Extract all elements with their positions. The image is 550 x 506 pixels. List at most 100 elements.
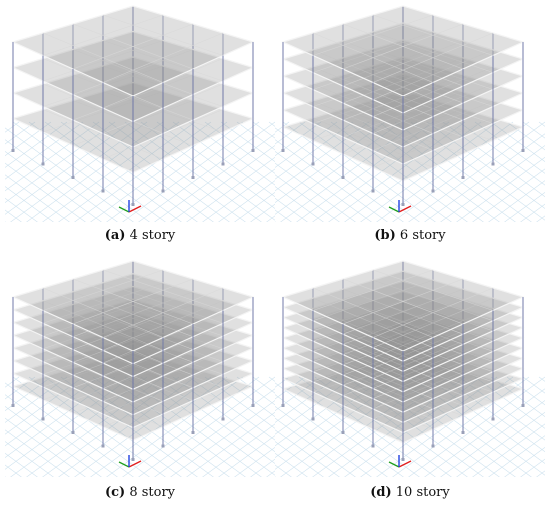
caption-d-text: 10 story (395, 485, 450, 500)
ground-grid-line (275, 186, 324, 222)
ground-grid-line (490, 121, 545, 162)
column-support (11, 404, 15, 407)
slab-grid-line (372, 269, 494, 311)
ground-grid-line (538, 121, 545, 127)
ground-grid-line (5, 121, 36, 145)
column-support (281, 404, 285, 407)
ground-grid-line (506, 376, 545, 406)
ground-grid-line (266, 215, 275, 222)
caption-b-text: 6 story (399, 228, 446, 243)
ground-grid-line (5, 121, 68, 168)
ground-grid-line (504, 192, 545, 222)
ground-grid-line (490, 376, 545, 417)
slab-grid-line (342, 288, 464, 335)
building-model-b (275, 5, 545, 222)
ground-grid-line (266, 470, 275, 477)
column-support (341, 431, 345, 434)
slab-grid-line (72, 278, 194, 325)
axis-triad (118, 200, 142, 213)
panel-c-drawing (5, 257, 275, 477)
ground-grid-line (186, 411, 275, 477)
ground-grid-line (236, 121, 275, 151)
column-support (401, 203, 405, 206)
ground-grid-line (5, 121, 100, 192)
column-support (11, 149, 15, 152)
ground-grid-line (250, 458, 275, 477)
front-columns (12, 42, 254, 204)
column-support (101, 189, 105, 193)
column-support (521, 149, 525, 152)
slab-grid-line (372, 32, 494, 83)
column-support (221, 417, 225, 421)
slab-grid-line (72, 23, 194, 70)
ground-grid-line (5, 376, 84, 435)
ground-grid-line (220, 121, 275, 162)
slab-grid-line (372, 287, 494, 338)
ground-grid-line (275, 376, 386, 459)
slab-grid-line (372, 290, 494, 332)
slab-grid-line (372, 297, 494, 348)
caption-b-label: (b) (374, 228, 396, 243)
slab-grid-line (372, 300, 494, 342)
ground-grid-line (440, 145, 545, 222)
column-support (281, 149, 285, 152)
column-support (371, 189, 375, 193)
ground-grid-line (122, 121, 260, 222)
ground-grid-line (5, 452, 38, 477)
ground-grid-line (5, 121, 116, 204)
ground-grid-line (360, 121, 498, 222)
ground-grid-line (5, 121, 84, 180)
caption-d-label: (d) (370, 485, 392, 500)
slab-grid-line (72, 291, 194, 338)
column-support (221, 162, 225, 166)
slab-grid-line (342, 299, 464, 345)
ground-grid-line (5, 209, 22, 222)
slab-grid-line (342, 23, 464, 70)
supports (11, 404, 255, 461)
axis-y-line (388, 206, 400, 213)
caption-b: (b) 6 story (275, 228, 545, 244)
ground-grid-line (275, 376, 322, 412)
panel-d-drawing (275, 257, 545, 477)
ground-grid-line (275, 376, 354, 435)
ground-grid-line (539, 122, 545, 222)
ground-grid-line (106, 121, 244, 222)
ground-grid-line (5, 376, 132, 470)
column-support (431, 189, 435, 193)
ground-grid-line (5, 376, 36, 400)
slab-grid-line (102, 32, 224, 83)
ground-grid-line (504, 447, 545, 477)
ground-grid-line (522, 376, 545, 394)
column-support (341, 176, 345, 179)
ground-grid-line (234, 447, 275, 477)
ground-grid-line (520, 203, 545, 222)
ground-grid-line (408, 376, 545, 477)
column-support (71, 176, 75, 179)
axis-triad (388, 200, 412, 213)
slab-grid-line (72, 316, 194, 363)
front-columns (12, 297, 254, 459)
ground-grid-line (275, 197, 308, 222)
ground-grid-line (218, 435, 275, 477)
column-support (131, 458, 135, 461)
ground-grid-line (204, 376, 275, 429)
ground-grid-line (74, 121, 212, 222)
ground-grid-line (474, 121, 545, 174)
slab-grid-line (102, 269, 224, 311)
ground-grid-line (536, 470, 545, 477)
ground-grid-line (506, 121, 545, 151)
column-support (131, 203, 135, 206)
ground-grid-line (408, 121, 545, 222)
caption-a: (a) 4 story (5, 228, 275, 244)
slab-grid-line (372, 31, 494, 73)
slab-7 (281, 290, 525, 383)
ground-grid-line (202, 168, 275, 222)
slab-grid-line (372, 308, 494, 359)
slab-grid-line (372, 279, 494, 321)
ground-grid-line (58, 376, 196, 477)
ground-grid-line (26, 376, 164, 477)
ground-grid-line (138, 376, 275, 477)
slab-grid-line (102, 14, 224, 56)
ground-grid (5, 121, 275, 222)
ground-grid-line (186, 156, 275, 222)
